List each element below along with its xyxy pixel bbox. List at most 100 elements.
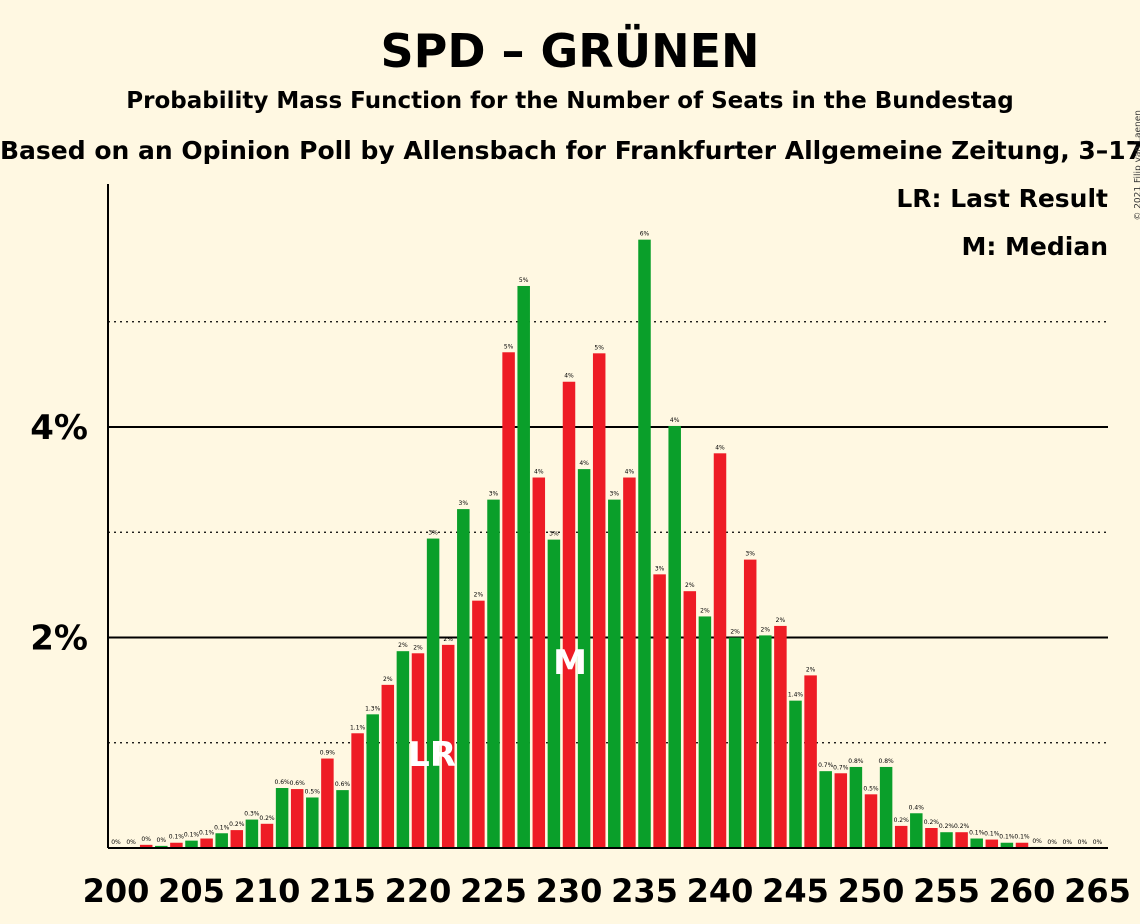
bar-seat-210	[260, 823, 274, 848]
bar-label-230: 4%	[564, 373, 574, 380]
bar-seat-212	[290, 789, 304, 848]
x-tick-label: 210	[234, 872, 301, 910]
bar-seat-229	[547, 539, 561, 848]
bar-seat-225	[487, 499, 500, 848]
bar-label-229: 3%	[549, 531, 559, 538]
bar-seat-208	[230, 830, 244, 848]
bar-seat-257	[970, 838, 983, 848]
chart-subtitle: Probability Mass Function for the Number…	[126, 88, 1014, 114]
bar-seat-248	[834, 773, 848, 848]
bar-label-219: 2%	[398, 642, 408, 649]
bar-label-206: 0.1%	[199, 830, 215, 837]
bar-seat-213	[306, 797, 319, 848]
bar-seat-202	[139, 844, 153, 848]
bar-label-243: 2%	[761, 626, 771, 633]
bar-label-253: 0.4%	[909, 804, 925, 811]
bar-label-261: 0%	[1032, 838, 1042, 845]
bar-seat-228	[532, 477, 546, 848]
bar-label-224: 2%	[474, 592, 484, 599]
x-tick-label: 200	[83, 872, 150, 910]
bar-seat-232	[592, 353, 606, 848]
bar-label-255: 0.2%	[939, 823, 955, 830]
bar-label-234: 4%	[625, 469, 635, 476]
bar-label-218: 2%	[383, 676, 393, 683]
last-result-marker: LR	[408, 735, 456, 775]
bar-label-226: 5%	[504, 343, 514, 350]
bar-label-248: 0.7%	[833, 764, 849, 771]
median-marker: M	[553, 643, 587, 683]
bar-seat-224	[472, 600, 485, 848]
bar-label-205: 0.1%	[184, 832, 200, 839]
bar-label-247: 0.7%	[818, 762, 834, 769]
bar-seat-251	[879, 766, 893, 848]
bar-label-207: 0.1%	[214, 824, 230, 831]
bar-seat-227	[517, 285, 530, 849]
bar-seat-220	[411, 653, 425, 848]
bar-label-249: 0.8%	[848, 758, 864, 765]
bar-seat-250	[864, 794, 878, 848]
bar-seat-215	[336, 790, 349, 848]
bar-label-265: 0%	[1093, 839, 1103, 846]
bar-label-209: 0.3%	[244, 811, 260, 818]
x-tick-label: 240	[687, 872, 754, 910]
bar-label-251: 0.8%	[878, 758, 894, 765]
bar-label-214: 0.9%	[320, 750, 336, 757]
bar-seat-260	[1015, 842, 1029, 848]
bar-label-238: 2%	[685, 582, 695, 589]
bar-seat-237	[668, 425, 681, 848]
chart-source: Based on an Opinion Poll by Allensbach f…	[0, 136, 1140, 165]
bar-label-237: 4%	[670, 417, 680, 424]
bar-label-212: 0.6%	[290, 780, 306, 787]
bar-label-259: 0.1%	[999, 834, 1015, 841]
bar-seat-238	[683, 591, 697, 848]
bar-label-204: 0.1%	[169, 834, 185, 841]
bar-seat-211	[275, 788, 289, 848]
y-tick-label: 4%	[30, 408, 88, 448]
bar-label-240: 4%	[715, 444, 725, 451]
bar-label-220: 2%	[413, 644, 423, 651]
bar-label-225: 3%	[489, 491, 499, 498]
bar-seat-243	[759, 635, 772, 848]
bar-seat-209	[245, 819, 259, 848]
bar-label-257: 0.1%	[969, 830, 985, 837]
bar-seat-216	[351, 733, 364, 848]
bar-label-202: 0%	[141, 836, 151, 843]
bar-seat-230	[562, 381, 576, 848]
bar-seat-207	[215, 833, 228, 848]
bar-label-232: 5%	[594, 344, 604, 351]
bar-seat-240	[713, 453, 727, 848]
bar-seat-206	[200, 838, 213, 848]
x-tick-label: 260	[989, 872, 1056, 910]
bar-seat-223	[457, 509, 470, 848]
x-tick-label: 235	[611, 872, 678, 910]
bar-label-254: 0.2%	[924, 819, 940, 826]
x-tick-label: 255	[913, 872, 980, 910]
legend-median: M: Median	[961, 232, 1108, 261]
bar-label-263: 0%	[1063, 839, 1073, 846]
bar-label-227: 5%	[519, 277, 529, 284]
chart-title: SPD – GRÜNEN	[380, 24, 760, 78]
bar-seat-255	[940, 832, 953, 848]
x-tick-label: 265	[1064, 872, 1131, 910]
bar-label-200: 0%	[111, 839, 121, 846]
bar-seat-252	[894, 825, 908, 848]
bar-seat-244	[774, 625, 787, 848]
bar-label-228: 4%	[534, 469, 544, 476]
bar-seat-253	[910, 813, 923, 848]
bar-seat-247	[819, 771, 832, 848]
bar-seat-231	[577, 469, 591, 848]
bar-seat-205	[185, 840, 198, 848]
bar-label-222: 2%	[443, 636, 453, 643]
bar-seat-204	[170, 842, 183, 848]
bar-label-233: 3%	[610, 491, 620, 498]
bar-label-242: 3%	[745, 551, 755, 558]
x-tick-label: 225	[460, 872, 527, 910]
legend-last-result: LR: Last Result	[896, 184, 1108, 213]
bar-seat-246	[804, 675, 817, 848]
bar-seat-254	[925, 828, 938, 848]
bar-seat-221	[426, 538, 440, 848]
bar-seat-256	[955, 832, 968, 848]
bar-label-246: 2%	[806, 666, 816, 673]
